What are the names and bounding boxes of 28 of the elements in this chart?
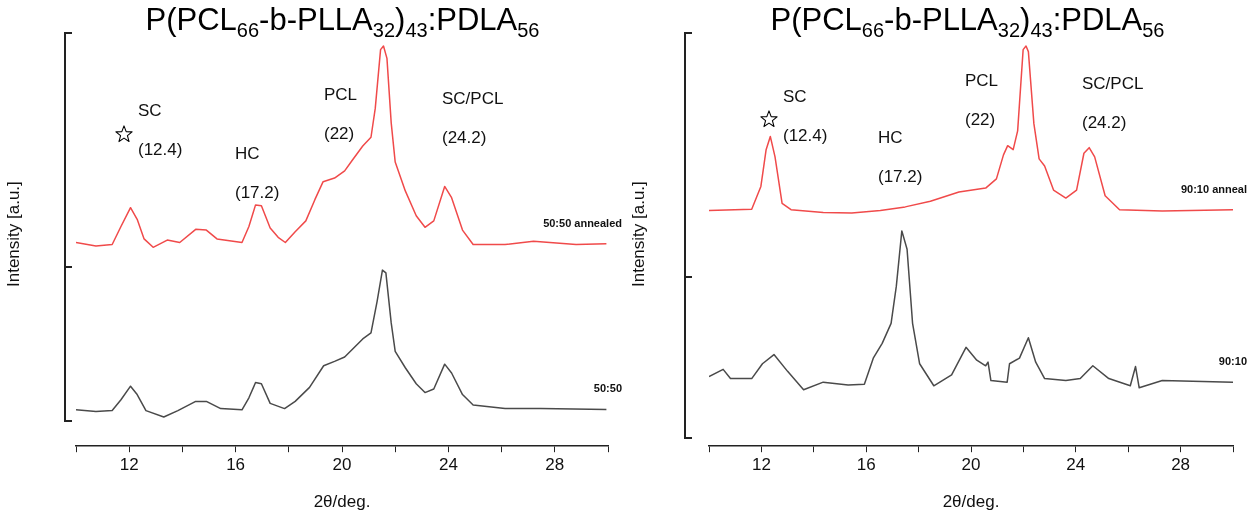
annotation: HC (17.2) <box>878 127 923 186</box>
y-axis-title: Intensity [a.u.] <box>3 181 23 288</box>
series-label: 90:10 <box>1218 355 1247 368</box>
annotation: SC/PCL (24.2) <box>1082 73 1144 132</box>
chart-title: P(PCL$_{66}$-b-PLLA$_{32}$)$_{43}$:PDLA$_{56}$ <box>769 2 1166 43</box>
annotation: PCL (22) <box>965 70 999 129</box>
x-tick-label: 16 <box>226 455 246 475</box>
annotation: PCL (22) <box>324 84 358 143</box>
x-axis-title: 2θ/deg. <box>313 492 371 512</box>
x-tick-label: 16 <box>856 455 876 475</box>
annotation: SC (12.4) <box>783 86 828 145</box>
annotation: SC (12.4) <box>138 100 183 159</box>
series-label: 50:50 <box>593 382 622 395</box>
x-tick-label: 24 <box>1066 455 1086 475</box>
x-tick-label: 12 <box>751 455 771 475</box>
x-tick-label: 24 <box>438 455 458 475</box>
y-axis-title: Intensity [a.u.] <box>628 181 648 288</box>
x-tick-label: 28 <box>1171 455 1191 475</box>
series-label: 50:50 annealed <box>543 216 622 229</box>
x-axis-title: 2θ/deg. <box>942 492 1000 512</box>
x-tick-label: 20 <box>961 455 981 475</box>
series-label: 90:10 anneal <box>1180 182 1247 195</box>
x-tick-label: 20 <box>332 455 352 475</box>
annotation: SC/PCL (24.2) <box>442 88 504 147</box>
chart-title: P(PCL$_{66}$-b-PLLA$_{32}$)$_{43}$:PDLA$_{56}$ <box>144 2 541 43</box>
annotation: HC (17.2) <box>235 143 280 202</box>
x-tick-label: 28 <box>545 455 565 475</box>
x-tick-label: 12 <box>119 455 139 475</box>
